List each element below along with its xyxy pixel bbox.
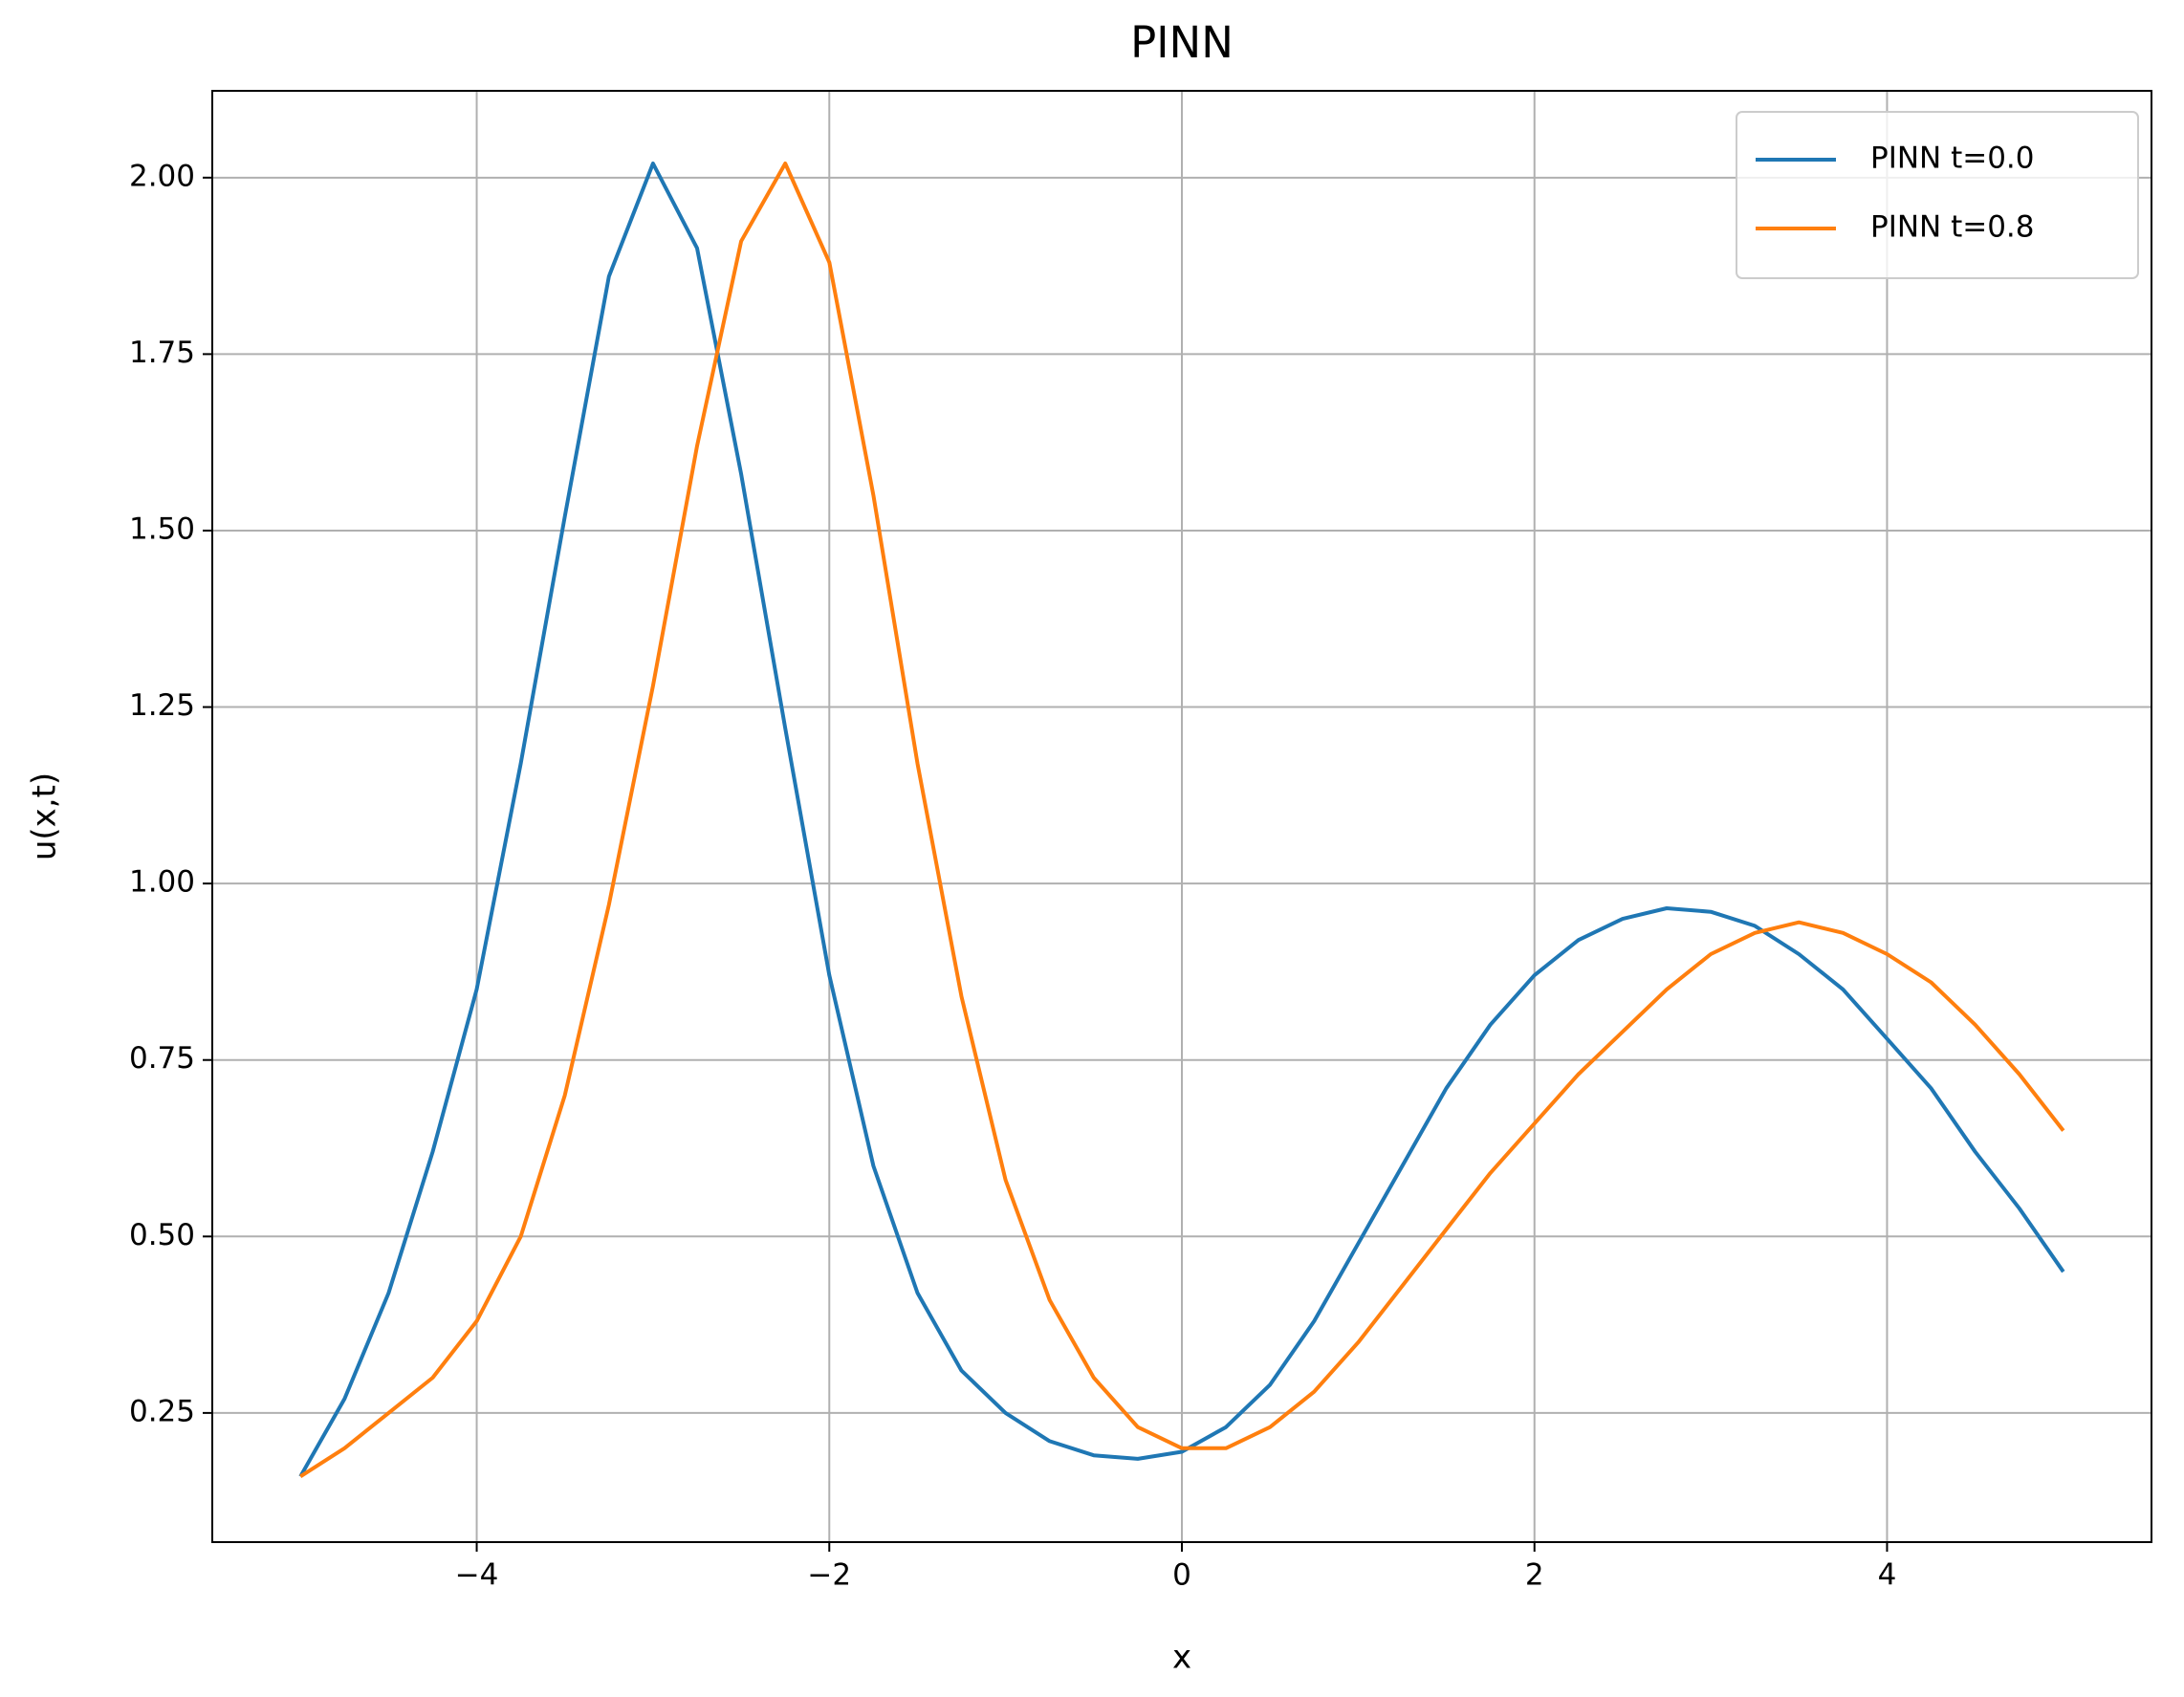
x-tick-label: 0 [1172, 1558, 1191, 1593]
legend-label: PINN t=0.0 [1870, 141, 2035, 176]
y-tick-label: 2.00 [129, 159, 195, 193]
x-tick-label: 2 [1525, 1558, 1544, 1593]
y-tick-label: 1.25 [129, 688, 195, 723]
y-tick-label: 1.50 [129, 511, 195, 546]
y-tick-label: 0.25 [129, 1394, 195, 1428]
x-tick-label: 4 [1878, 1558, 1897, 1593]
y-tick-label: 0.75 [129, 1041, 195, 1076]
x-tick-label: −4 [455, 1558, 499, 1593]
data-line [298, 162, 2065, 1478]
y-tick-label: 0.50 [129, 1218, 195, 1252]
chart-title: PINN [1130, 17, 1234, 68]
legend-label: PINN t=0.8 [1870, 210, 2035, 245]
legend-box [1736, 111, 2139, 279]
x-axis-label: x [1172, 1639, 1191, 1677]
legend: PINN t=0.0 PINN t=0.8 [1736, 111, 2139, 279]
y-tick-label: 1.75 [129, 336, 195, 370]
y-tick-label: 1.00 [129, 865, 195, 900]
data-line [299, 162, 2065, 1478]
axes-frame [211, 90, 2152, 1543]
x-tick-label: −2 [807, 1558, 851, 1593]
y-axis-label: u(x,t) [26, 772, 64, 860]
